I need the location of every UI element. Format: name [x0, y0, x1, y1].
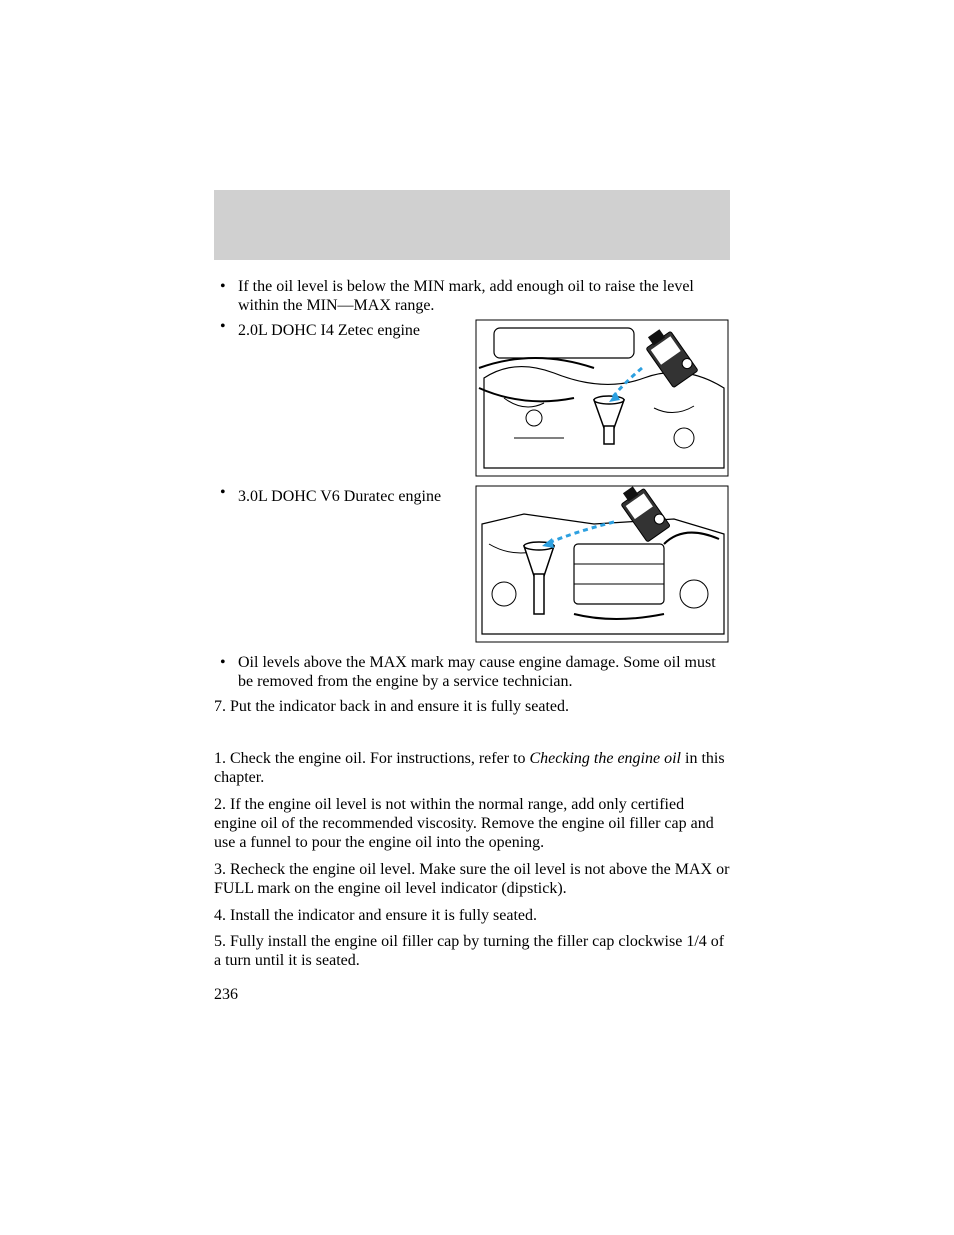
section-gap: [214, 716, 730, 742]
header-banner: [214, 190, 730, 260]
engine-diagram-svg: [474, 318, 730, 478]
bullet-text: If the oil level is below the MIN mark, …: [238, 278, 694, 314]
procedure-step: 1. Check the engine oil. For instruction…: [214, 750, 730, 788]
bullet-text: Oil levels above the MAX mark may cause …: [238, 654, 716, 690]
page-content: If the oil level is below the MIN mark, …: [214, 278, 730, 971]
step1-pre: 1. Check the engine oil. For instruction…: [214, 750, 529, 767]
step-text: 7. Put the indicator back in and ensure …: [214, 698, 730, 717]
engine-diagram-zetec: [474, 318, 730, 478]
bullet-text: 3.0L DOHC V6 Duratec engine: [238, 484, 441, 507]
bullet-item: If the oil level is below the MIN mark, …: [214, 278, 730, 316]
engine-diagram-duratec: [474, 484, 730, 644]
procedure-step: 5. Fully install the engine oil filler c…: [214, 933, 730, 971]
bullet-item-engine-zetec: 2.0L DOHC I4 Zetec engine: [214, 318, 730, 478]
procedure-step: 4. Install the indicator and ensure it i…: [214, 907, 730, 926]
procedure-step: 3. Recheck the engine oil level. Make su…: [214, 861, 730, 899]
document-page: If the oil level is below the MIN mark, …: [0, 0, 954, 1235]
procedure-step: 2. If the engine oil level is not within…: [214, 796, 730, 853]
step1-italic: Checking the engine oil: [529, 750, 681, 767]
bullet-list-top: If the oil level is below the MIN mark, …: [214, 278, 730, 692]
engine-diagram-svg: [474, 484, 730, 644]
page-number: 236: [214, 986, 238, 1004]
bullet-item-engine-duratec: 3.0L DOHC V6 Duratec engine: [214, 484, 730, 644]
bullet-text: 2.0L DOHC I4 Zetec engine: [238, 318, 420, 341]
bullet-item: Oil levels above the MAX mark may cause …: [214, 654, 730, 692]
step7-text: 7. Put the indicator back in and ensure …: [214, 698, 569, 715]
